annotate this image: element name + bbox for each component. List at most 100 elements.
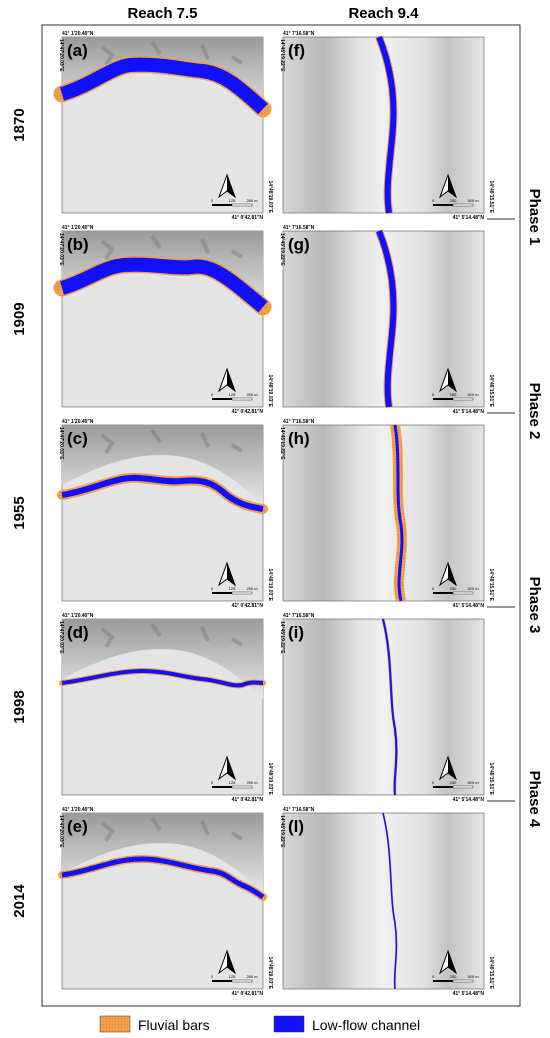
coord-top: 41° 1'20.40"N (62, 225, 94, 231)
coord-left: 14°47'20.03"E (58, 621, 64, 654)
scale-label: 500 m (467, 780, 479, 785)
map-panel: 0 250 500 m (h) (282, 424, 485, 603)
scale-label: 0 (432, 198, 435, 203)
scale-label: 0 (211, 586, 214, 591)
coord-left: 14°47'20.03"E (58, 815, 64, 848)
scale-bar (452, 785, 474, 789)
coord-left: 14°47'20.03"E (58, 427, 64, 460)
scale-label: 250 m (246, 586, 258, 591)
scale-bar (452, 397, 474, 401)
coord-left: 14°45'19.22"E (279, 427, 285, 460)
north-arrow-half (448, 563, 456, 585)
channel (393, 424, 404, 602)
coord-right: 14°48'19.03"E (267, 956, 273, 989)
scale-label: 500 m (467, 198, 479, 203)
panel-letter: (f) (288, 41, 305, 60)
coord-right: 14°48'15.51"E (488, 180, 494, 213)
coord-bottom: 41° 5'14.48"N (453, 991, 485, 997)
map-panel: 0 250 500 m (l) (282, 812, 485, 990)
year-label: 1998 (11, 690, 28, 723)
coord-top: 41° 1'20.40"N (62, 31, 94, 37)
coord-bottom: 41° 0'42.81"N (232, 215, 264, 221)
column-title: Reach 7.5 (127, 5, 197, 22)
coord-top: 41° 1'20.40"N (62, 613, 94, 619)
hillshade (100, 428, 244, 455)
scale-label: 500 m (467, 974, 479, 979)
map-panel: 0 125 250 m (b) (53, 230, 272, 408)
coord-top: 41° 1'20.40"N (62, 419, 94, 425)
scale-label: 250 (450, 974, 457, 979)
scale-label: 500 m (467, 586, 479, 591)
map-background (282, 812, 485, 990)
scale-label: 0 (432, 586, 435, 591)
panel-letter: (b) (67, 235, 89, 254)
coord-top: 41° 7'16.58"N (283, 807, 315, 813)
year-label: 1909 (11, 302, 28, 335)
coord-top: 41° 7'16.58"N (283, 225, 315, 231)
scale-label: 250 m (246, 974, 258, 979)
scale-bar (212, 592, 232, 594)
hillshade (100, 816, 244, 843)
coord-left: 14°45'19.22"E (279, 233, 285, 266)
scale-label: 0 (432, 392, 435, 397)
scale-bar (231, 203, 253, 207)
scale-bar (231, 397, 253, 401)
coord-bottom: 41° 0'42.81"N (232, 603, 264, 609)
scale-label: 250 (450, 392, 457, 397)
channel (376, 35, 397, 214)
scale-label: 250 m (246, 198, 258, 203)
legend-swatch-bars (99, 1015, 131, 1033)
hillshade (100, 234, 244, 261)
scale-bar (231, 591, 253, 595)
scale-label: 250 (450, 780, 457, 785)
panel-letter: (d) (67, 623, 89, 642)
coord-top: 41° 7'16.58"N (283, 419, 315, 425)
scale-label: 0 (211, 780, 214, 785)
scale-bar (452, 591, 474, 595)
coord-right: 14°48'15.51"E (488, 568, 494, 601)
channel (382, 812, 398, 990)
scale-label: 125 (229, 780, 236, 785)
coord-right: 14°48'15.51"E (488, 956, 494, 989)
scale-bar (433, 592, 453, 594)
channel (59, 257, 268, 313)
panel-letter: (i) (288, 623, 304, 642)
year-label: 1870 (11, 108, 28, 141)
scale-label: 0 (432, 780, 435, 785)
map-panel: 0 125 250 m (c) (57, 424, 268, 602)
scale-label: 125 (229, 974, 236, 979)
legend-label: Low-flow channel (312, 1017, 420, 1033)
scale-label: 0 (432, 974, 435, 979)
phase-label: Phase 4 (526, 771, 543, 828)
map-background (282, 618, 485, 796)
coord-bottom: 41° 0'42.81"N (232, 797, 264, 803)
coord-bottom: 41° 5'14.48"N (453, 603, 485, 609)
scale-label: 0 (211, 392, 214, 397)
north-arrow-half (227, 563, 235, 585)
phase-label: Phase 2 (526, 383, 543, 440)
coord-right: 14°48'19.03"E (267, 762, 273, 795)
coord-bottom: 41° 5'14.48"N (453, 215, 485, 221)
map-background (282, 424, 485, 602)
channel (61, 856, 265, 900)
column-title: Reach 9.4 (348, 5, 419, 22)
coord-bottom: 41° 5'14.48"N (453, 797, 485, 803)
coord-left: 14°47'20.03"E (58, 233, 64, 266)
coord-left: 14°45'19.22"E (279, 621, 285, 654)
scale-bar (212, 786, 232, 788)
scale-label: 0 (211, 974, 214, 979)
coord-left: 14°47'20.03"E (58, 39, 64, 72)
panel-letter: (l) (288, 817, 304, 836)
scale-label: 250 m (246, 392, 258, 397)
map-panel: 0 250 500 m (g) (282, 229, 485, 408)
channel (61, 474, 264, 512)
north-arrow-half (227, 369, 235, 391)
scale-bar (452, 979, 474, 983)
map-panel: 0 250 500 m (f) (282, 35, 485, 214)
scale-label: 125 (229, 392, 236, 397)
hillshade (100, 622, 244, 649)
map-panel: 0 125 250 m (e) (58, 812, 267, 990)
scale-label: 250 m (246, 780, 258, 785)
legend-swatch-channel (273, 1015, 305, 1033)
